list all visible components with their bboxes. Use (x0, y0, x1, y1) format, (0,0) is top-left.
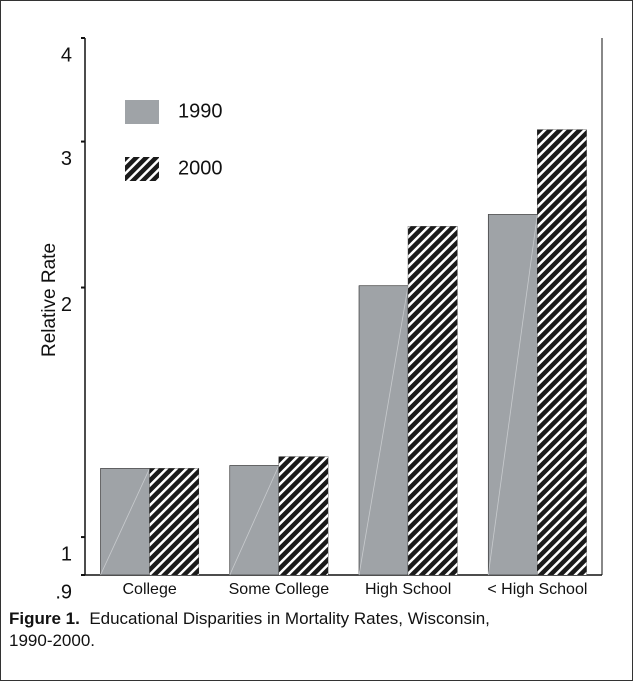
bar-sheen (487, 214, 538, 576)
y-axis-title: Relative Rate (39, 243, 60, 357)
x-tick-label: < High School (487, 581, 587, 598)
y-tick-label: 3 (61, 148, 72, 170)
bar-hatch (149, 468, 199, 575)
legend-swatch (125, 100, 159, 124)
bar-hatch (537, 129, 587, 575)
legend-label: 1990 (178, 100, 223, 122)
x-tick-label: College (122, 581, 176, 598)
bar-sheen (358, 285, 409, 576)
y-tick-label: 4 (61, 44, 72, 66)
y-tick-label: .9 (55, 581, 72, 603)
caption-text: Educational Disparities in Mortality Rat… (9, 609, 490, 650)
bar-sheen (100, 468, 150, 576)
legend-hatch (125, 157, 159, 181)
legend-label: 2000 (178, 157, 223, 179)
caption-label: Figure 1. (9, 609, 80, 628)
x-tick-label: High School (365, 581, 451, 598)
y-tick-label: 1 (61, 543, 72, 565)
bar-sheen (229, 465, 280, 576)
caption: Figure 1. Educational Disparities in Mor… (9, 608, 529, 652)
bar-hatch (278, 456, 328, 575)
bar-hatch (408, 226, 458, 576)
y-tick-label: 2 (61, 294, 72, 316)
x-tick-label: Some College (229, 581, 330, 598)
